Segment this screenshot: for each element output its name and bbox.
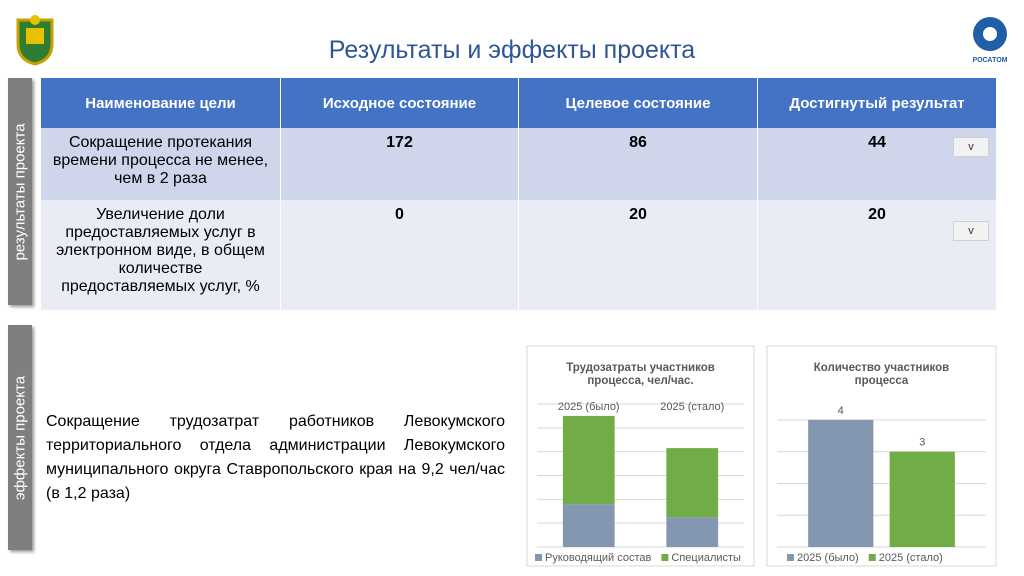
- legend-swatch: [868, 554, 876, 561]
- bar: [808, 419, 874, 547]
- coat-of-arms: [16, 15, 54, 66]
- cell: Увеличение доли предоставляемых услуг в …: [40, 200, 281, 310]
- legend-swatch: [535, 554, 542, 561]
- bar-segment: [562, 504, 615, 547]
- legend-label: 2025 (стало): [879, 552, 943, 564]
- column-header: Наименование цели: [40, 78, 281, 128]
- category-label: 2025 (было): [558, 401, 620, 413]
- cell: 20: [518, 200, 758, 310]
- chart-frame: [766, 345, 997, 567]
- slide-title: Результаты и эффекты проекта: [328, 36, 696, 64]
- side-tab: результаты проекта: [8, 78, 32, 305]
- chart-title: Количество участников процесса: [814, 362, 949, 387]
- legend-label: Руководящий состав: [545, 552, 652, 564]
- column-header: Исходное состояние: [280, 78, 519, 128]
- effect-text: Сокращение трудозатрат работников Левоку…: [46, 413, 505, 502]
- chart-title: Трудозатраты участников процесса, чел/час…: [566, 362, 715, 387]
- legend-label: Специалисты: [671, 552, 741, 564]
- cell: 0: [280, 200, 519, 310]
- bar: [889, 451, 955, 547]
- column-header: Достигнутый результат: [757, 78, 997, 128]
- results-table: Наименование цели Исходное состояние Цел…: [40, 78, 997, 310]
- data-label: 3: [919, 437, 925, 449]
- cell: 20: [757, 200, 997, 310]
- legend-swatch: [661, 554, 669, 561]
- logo-text: РОСАТОМ: [973, 57, 1008, 64]
- category-label: 2025 (стало): [660, 401, 724, 413]
- bar-segment: [666, 448, 719, 518]
- bar-segment: [562, 415, 615, 505]
- cell: Сокращение протекания времени процесса н…: [40, 128, 281, 200]
- legend-label: 2025 (было): [797, 552, 859, 564]
- cell: 86: [518, 128, 758, 200]
- bar-segment: [666, 517, 719, 547]
- side-tab: эффекты проекта: [8, 325, 32, 550]
- data-label: 4: [838, 405, 844, 417]
- badge: v: [953, 137, 989, 157]
- cell: 172: [280, 128, 519, 200]
- legend-swatch: [787, 554, 794, 561]
- badge: v: [953, 221, 989, 241]
- rosatom-logo: РОСАТОМ: [973, 17, 1008, 64]
- column-header: Целевое состояние: [518, 78, 758, 128]
